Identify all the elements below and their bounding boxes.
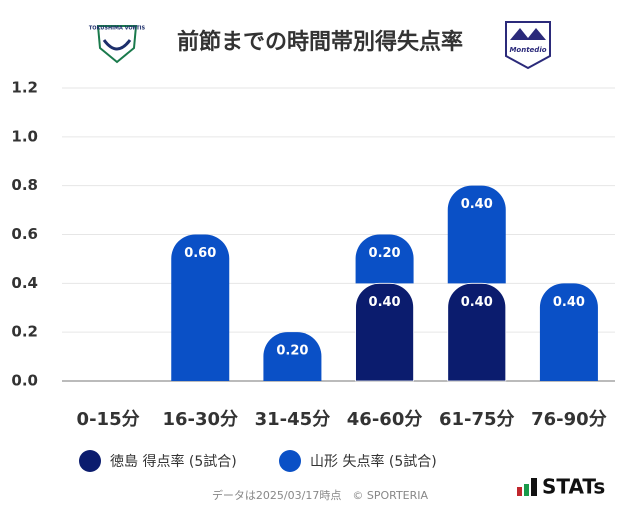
away-logo: Montedio xyxy=(505,21,551,70)
brand-text: STATs xyxy=(542,475,605,499)
x-tick-label: 16-30分 xyxy=(162,409,238,430)
value-label: 0.20 xyxy=(369,246,401,261)
value-label: 0.40 xyxy=(461,295,493,310)
x-tick-label: 61-75分 xyxy=(439,409,515,430)
value-label: 0.40 xyxy=(553,295,585,310)
footer-note: データは2025/03/17時点 © SPORTERIA xyxy=(212,488,429,502)
legend-marker xyxy=(279,450,301,472)
y-tick-label: 1.0 xyxy=(11,127,38,145)
value-label: 0.40 xyxy=(461,197,493,212)
x-tick-label: 76-90分 xyxy=(531,409,607,430)
legend-label: 山形 失点率 (5試合) xyxy=(310,453,437,470)
value-label: 0.40 xyxy=(369,295,401,310)
y-tick-label: 0.2 xyxy=(11,323,38,341)
legend-label: 徳島 得点率 (5試合) xyxy=(110,453,237,470)
bar xyxy=(539,283,598,381)
chart-title: 前節までの時間帯別得失点率 xyxy=(177,29,463,55)
brand-logo: STATs xyxy=(517,475,605,499)
y-tick-label: 1.2 xyxy=(11,79,38,97)
y-tick-label: 0.0 xyxy=(11,372,38,390)
x-tick-label: 31-45分 xyxy=(255,409,331,430)
bar xyxy=(355,282,414,382)
home-logo: TOKUSHIMA VORTIS xyxy=(89,25,146,64)
x-tick-label: 0-15分 xyxy=(77,409,140,430)
bar xyxy=(447,185,506,284)
home-logo-text: TOKUSHIMA VORTIS xyxy=(89,26,146,32)
bar xyxy=(171,234,230,381)
y-tick-label: 0.8 xyxy=(11,176,38,194)
away-logo-text: Montedio xyxy=(509,46,546,54)
legend-marker xyxy=(79,450,101,472)
bar xyxy=(355,234,414,284)
value-label: 0.20 xyxy=(276,344,308,359)
bar xyxy=(447,282,507,382)
x-tick-label: 46-60分 xyxy=(347,409,423,430)
bar xyxy=(263,332,322,381)
y-tick-label: 0.4 xyxy=(11,274,38,292)
y-tick-label: 0.6 xyxy=(11,225,38,243)
value-label: 0.60 xyxy=(184,246,216,261)
